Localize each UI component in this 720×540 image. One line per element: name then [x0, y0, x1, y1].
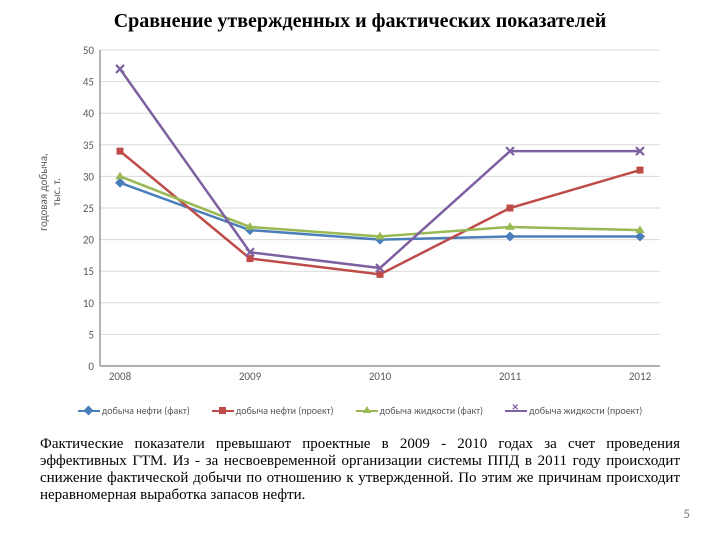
svg-text:50: 50 — [83, 44, 95, 57]
svg-text:2009: 2009 — [239, 370, 262, 383]
legend-label: добыча нефти (факт) — [102, 404, 190, 417]
body-paragraph: Фактические показатели превышают проектн… — [40, 436, 680, 504]
svg-text:40: 40 — [83, 107, 95, 120]
legend-item: ×добыча жидкости (проект) — [505, 404, 642, 417]
svg-text:5: 5 — [88, 328, 94, 341]
legend-label: добыча нефти (проект) — [236, 404, 334, 417]
svg-text:30: 30 — [83, 170, 95, 183]
svg-text:15: 15 — [83, 265, 94, 278]
comparison-chart: годовая добыча, тыс. т. 0 5 10 15 20 25 30 35 40… — [40, 44, 680, 424]
svg-text:2008: 2008 — [109, 370, 132, 383]
svg-text:0: 0 — [88, 360, 94, 373]
legend-item: добыча нефти (проект) — [212, 404, 334, 417]
svg-text:45: 45 — [83, 76, 94, 89]
legend-label: добыча жидкости (проект) — [529, 404, 642, 417]
legend-item: добыча жидкости (факт) — [356, 404, 484, 417]
svg-text:2012: 2012 — [629, 370, 652, 383]
svg-text:35: 35 — [83, 139, 94, 152]
svg-text:2010: 2010 — [369, 370, 392, 383]
y-axis-label: годовая добыча, тыс. т. — [37, 152, 63, 232]
legend-item: добыча нефти (факт) — [78, 404, 190, 417]
chart-svg: 0 5 10 15 20 25 30 35 40 45 50 2008 2009 2010 2011 2012 — [40, 44, 680, 404]
svg-text:20: 20 — [83, 234, 95, 247]
chart-legend: добыча нефти (факт) добыча нефти (проект)… — [40, 404, 680, 417]
legend-label: добыча жидкости (факт) — [380, 404, 484, 417]
svg-text:2011: 2011 — [499, 370, 522, 383]
page-title: Сравнение утвержденных и фактических пок… — [0, 0, 720, 35]
svg-text:25: 25 — [83, 202, 94, 215]
slide-number: 5 — [683, 507, 690, 522]
svg-text:10: 10 — [83, 297, 95, 310]
